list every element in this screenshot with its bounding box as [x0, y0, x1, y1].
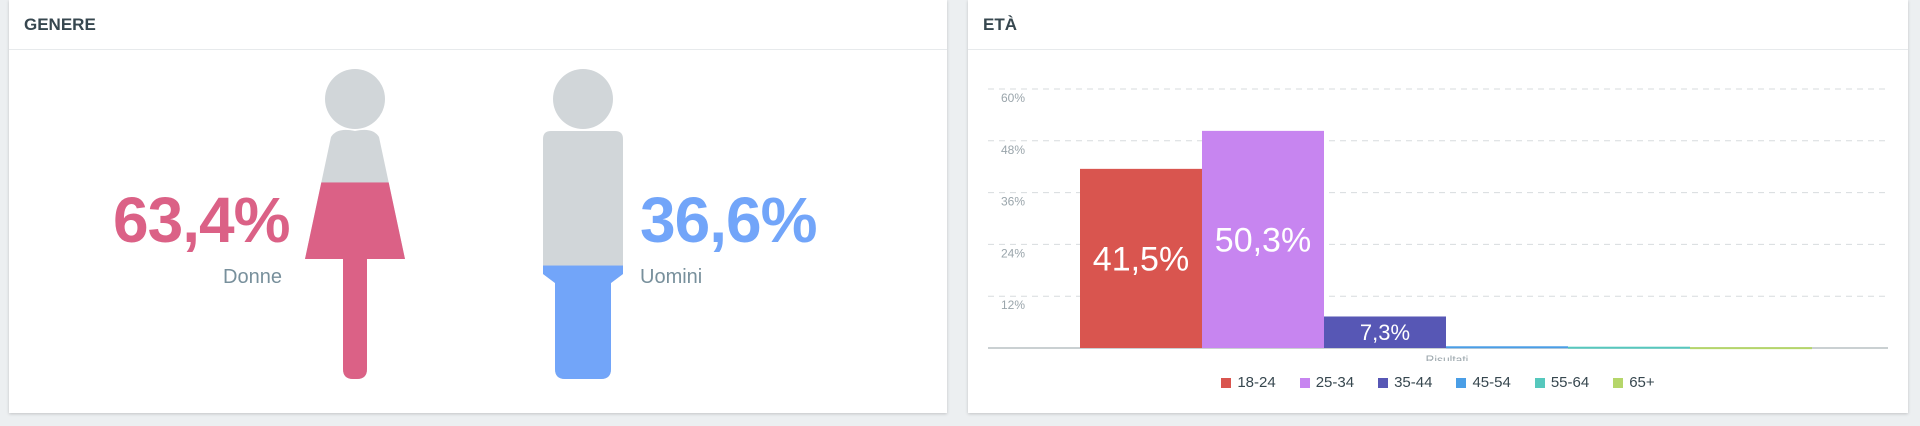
legend-label: 18-24 [1237, 374, 1276, 391]
female-label: Donne [223, 266, 282, 288]
y-tick-label: 48% [1001, 143, 1025, 157]
bar-25-34[interactable] [1202, 130, 1324, 348]
gender-card-body: 63,4% Donne [9, 51, 947, 413]
age-bar-chart: 12% 24% 36% 48% 60% 41,5% 50,3% 7,3% Risultati [988, 88, 1888, 361]
female-figure-fill [305, 182, 405, 379]
bar-value-label: 50,3% [1215, 221, 1311, 259]
bar-35-44[interactable] [1324, 316, 1446, 348]
x-axis-label: Risultati [1426, 353, 1469, 361]
age-legend: 18-24 25-34 35-44 45-54 55-64 65+ [968, 374, 1908, 391]
male-label: Uomini [640, 266, 703, 288]
age-card-title: ETÀ [968, 0, 1908, 50]
legend-item-65+[interactable]: 65+ [1613, 374, 1655, 391]
legend-item-45-54[interactable]: 45-54 [1456, 374, 1511, 391]
legend-swatch [1456, 377, 1467, 388]
legend-item-18-24[interactable]: 18-24 [1221, 374, 1276, 391]
legend-swatch [1534, 377, 1545, 388]
gender-card-title: GENERE [9, 0, 947, 50]
y-tick-label: 36% [1001, 195, 1025, 209]
legend-label: 45-54 [1472, 374, 1511, 391]
legend-item-55-64[interactable]: 55-64 [1534, 374, 1590, 391]
bar-value-label: 7,3% [1360, 320, 1410, 345]
legend-swatch [1299, 377, 1310, 388]
legend-item-35-44[interactable]: 35-44 [1378, 374, 1432, 391]
female-figure-icon [305, 69, 405, 379]
legend-swatch [1378, 377, 1389, 388]
legend-swatch [1221, 377, 1232, 388]
age-card: ETÀ 12% 24% 36% 48% 60% 41,5% 50,3% 7,3% Risulta… [968, 0, 1908, 413]
male-percent: 36,6% [640, 184, 817, 256]
y-tick-label: 60% [1001, 91, 1025, 105]
bar-45-54[interactable] [1446, 346, 1568, 349]
bar-65+[interactable] [1690, 347, 1812, 350]
bar-55-64[interactable] [1568, 346, 1690, 349]
legend-swatch [1613, 377, 1624, 388]
bar-value-label: 41,5% [1093, 240, 1189, 278]
female-percent: 63,4% [113, 184, 290, 256]
age-card-body: 12% 24% 36% 48% 60% 41,5% 50,3% 7,3% Risultati 1… [968, 51, 1908, 413]
male-figure-fill [543, 265, 623, 379]
y-tick-label: 24% [1001, 246, 1025, 260]
legend-label: 65+ [1629, 374, 1655, 391]
legend-label: 35-44 [1394, 374, 1433, 391]
gender-card: GENERE 63,4% Donne [9, 0, 947, 413]
legend-item-25-34[interactable]: 25-34 [1299, 374, 1355, 391]
male-figure-icon [543, 69, 623, 379]
legend-label: 55-64 [1550, 374, 1590, 391]
bar-18-24[interactable] [1080, 168, 1202, 348]
y-tick-label: 12% [1001, 298, 1025, 312]
legend-label: 25-34 [1315, 374, 1355, 391]
